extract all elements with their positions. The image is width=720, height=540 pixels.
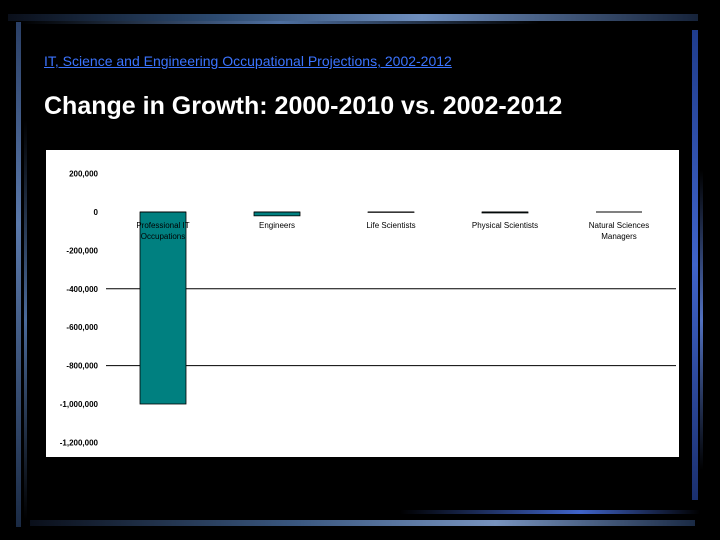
slide-title: Change in Growth: 2000-2010 vs. 2002-201… [44, 92, 563, 120]
y-tick-label: -1,200,000 [60, 438, 99, 447]
y-tick-label: -200,000 [66, 246, 98, 255]
y-tick-label: -400,000 [66, 285, 98, 294]
y-tick-label: -600,000 [66, 323, 98, 332]
decor-right-bar-accent [700, 170, 703, 470]
category-label: Natural Sciences Managers [589, 221, 649, 241]
bar-0 [139, 211, 187, 405]
category-label: Life Scientists [366, 221, 415, 230]
bar-1 [253, 211, 301, 217]
decor-left-bar [16, 22, 21, 527]
y-tick-label: 0 [94, 208, 99, 217]
y-tick-label: -1,000,000 [60, 400, 99, 409]
decor-top-bar-accent [20, 21, 540, 24]
slide-subtitle-link[interactable]: IT, Science and Engineering Occupational… [44, 53, 452, 69]
bar-chart: 200,000 0 -200,000 -400,000 -600,000 -800,000… [60, 170, 676, 447]
category-label: Professional IT Occupations [136, 221, 189, 241]
category-label: Engineers [259, 221, 295, 230]
category-label: Physical Scientists [472, 221, 538, 230]
decor-left-bar-accent [24, 120, 27, 520]
decor-top-bar [8, 14, 698, 21]
decor-bottom-bar-accent [400, 510, 700, 514]
chart-area: 200,000 0 -200,000 -400,000 -600,000 -800,000… [46, 150, 679, 457]
decor-bottom-bar [30, 520, 695, 526]
decor-right-bar [692, 30, 698, 500]
y-tick-label: -800,000 [66, 362, 98, 371]
y-tick-label: 200,000 [69, 170, 98, 179]
